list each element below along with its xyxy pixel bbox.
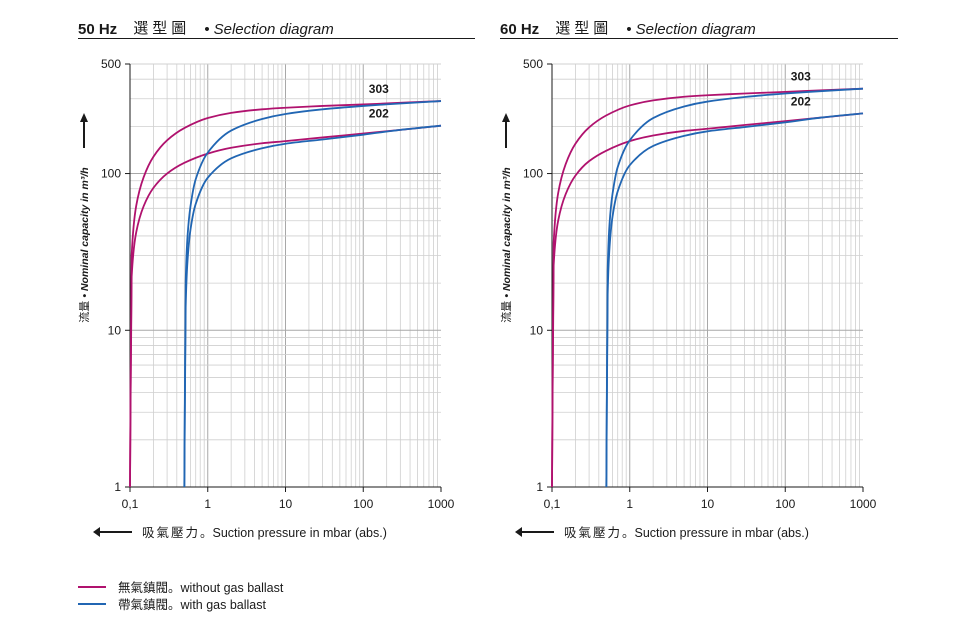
- curve-label-303: 303: [791, 70, 811, 84]
- x-tick-label: 1: [204, 497, 211, 511]
- series-line-303: [183, 100, 442, 488]
- y-axis-label-cn: 流量: [77, 298, 91, 323]
- y-axis-label-en: • Nominal capacity in m³/h: [79, 167, 91, 297]
- y-tick-label: 500: [523, 57, 543, 71]
- legend-label-en: 。without gas ballast: [168, 581, 284, 595]
- curve-label-303: 303: [369, 82, 389, 96]
- frequency-label: 50 Hz: [78, 21, 118, 38]
- legend-label-cn: 帶氣鎮閥: [118, 598, 169, 612]
- x-axis-label-cn: 吸氣壓力: [564, 526, 623, 540]
- y-tick-label: 10: [108, 323, 122, 337]
- title-cn: 選型圖: [555, 20, 613, 37]
- x-axis-label-50hz: 吸氣壓力 。Suction pressure in mbar (abs.): [93, 522, 387, 541]
- curve-label-202: 202: [369, 107, 389, 121]
- x-axis-label-en: 。Suction pressure in mbar (abs.): [622, 526, 809, 540]
- x-axis-label-60hz: 吸氣壓力 。Suction pressure in mbar (abs.): [515, 522, 809, 541]
- series-line-303: [551, 87, 864, 488]
- panel-header-60hz: 60 Hz 選型圖 • Selection diagram: [500, 14, 898, 39]
- arrow-left-icon: [93, 526, 132, 537]
- legend-label-en: 。with gas ballast: [168, 598, 266, 612]
- x-axis-label-en: 。Suction pressure in mbar (abs.): [200, 526, 387, 540]
- curve-label-202: 202: [791, 94, 811, 108]
- title-en: • Selection diagram: [626, 21, 756, 38]
- legend-item-without-gas-ballast: 無氣鎮閥 。without gas ballast: [78, 578, 283, 595]
- x-tick-label: 10: [279, 497, 293, 511]
- frequency-label: 60 Hz: [500, 21, 540, 38]
- y-axis-label-en: • Nominal capacity in m³/h: [501, 167, 513, 297]
- title-en: • Selection diagram: [204, 21, 334, 38]
- panel-header-50hz: 50 Hz 選型圖 • Selection diagram: [78, 14, 475, 39]
- title-cn: 選型圖: [133, 20, 191, 37]
- x-tick-label: 1: [626, 497, 633, 511]
- series-line-202: [129, 124, 442, 488]
- arrow-left-icon: [515, 526, 554, 537]
- legend: 無氣鎮閥 。without gas ballast 帶氣鎮閥 。with gas…: [78, 578, 283, 612]
- series-line-303: [129, 100, 442, 488]
- x-tick-label: 100: [775, 497, 795, 511]
- x-axis-label-cn: 吸氣壓力: [142, 526, 201, 540]
- series-line-202: [551, 112, 864, 488]
- series-line-202: [605, 112, 864, 488]
- series-line-303: [605, 87, 864, 488]
- series-line-202: [183, 124, 442, 488]
- y-axis-label: 流量 • Nominal capacity in m³/h: [499, 167, 513, 322]
- x-tick-label: 1000: [428, 497, 455, 511]
- y-tick-label: 500: [101, 57, 121, 71]
- arrow-up-head: [502, 113, 510, 122]
- legend-label-cn: 無氣鎮閥: [118, 581, 169, 595]
- y-tick-label: 10: [530, 323, 544, 337]
- y-tick-label: 100: [523, 167, 543, 181]
- legend-item-with-gas-ballast: 帶氣鎮閥 。with gas ballast: [78, 595, 283, 612]
- legend-swatch: [78, 602, 106, 605]
- x-tick-label: 1000: [850, 497, 877, 511]
- x-tick-label: 10: [701, 497, 715, 511]
- arrow-up-head: [80, 113, 88, 122]
- y-tick-label: 100: [101, 167, 121, 181]
- x-tick-label: 100: [353, 497, 373, 511]
- y-tick-label: 1: [536, 480, 543, 494]
- legend-swatch: [78, 585, 106, 588]
- y-axis-label-cn: 流量: [499, 298, 513, 323]
- y-axis-label: 流量 • Nominal capacity in m³/h: [77, 167, 91, 322]
- x-tick-label: 0,1: [122, 497, 139, 511]
- x-tick-label: 0,1: [544, 497, 561, 511]
- y-tick-label: 1: [114, 480, 121, 494]
